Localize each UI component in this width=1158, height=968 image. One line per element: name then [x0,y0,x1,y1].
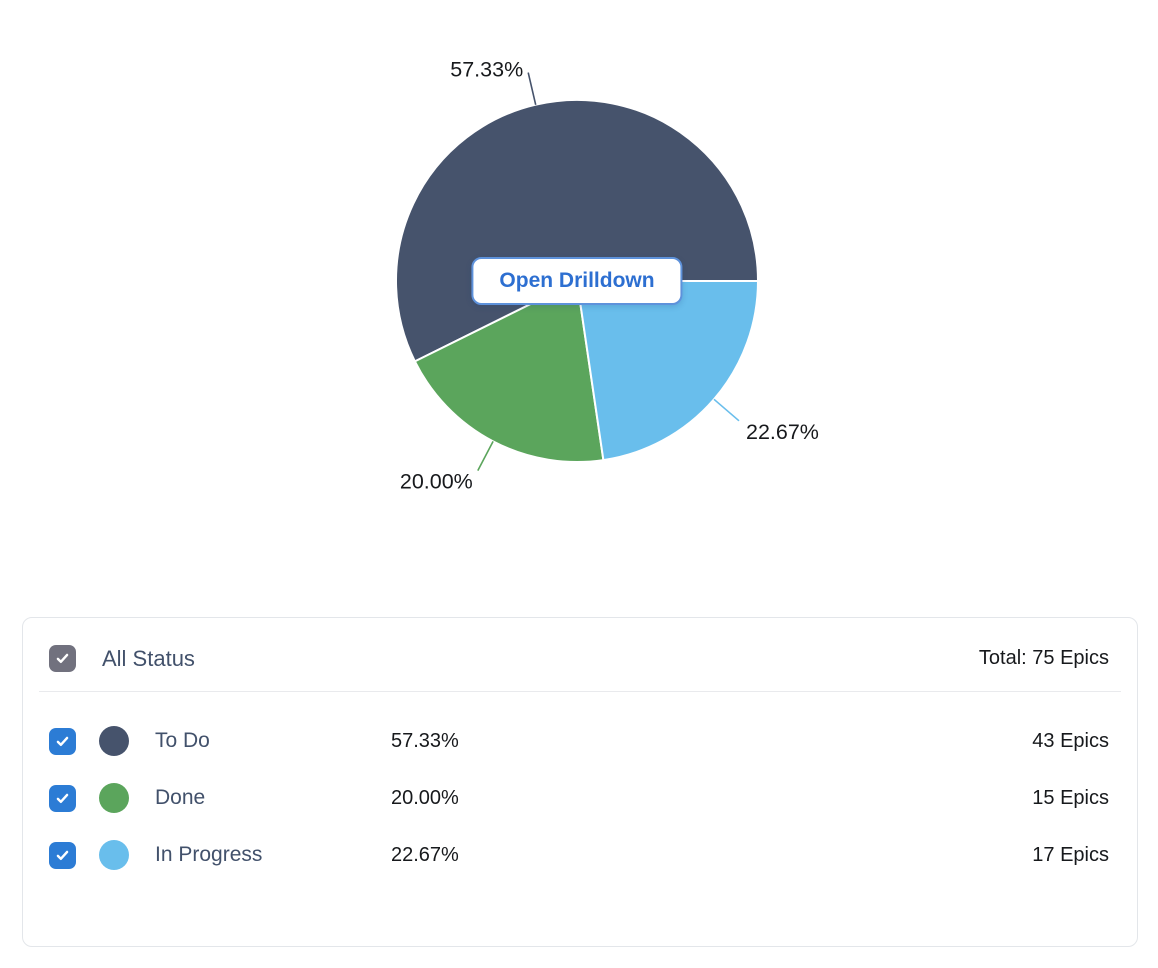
done-label: Done [155,786,206,809]
checkmark-icon [56,736,69,746]
legend-row-in-progress: In Progress 22.67% 17 Epics [49,840,1109,870]
to-do-label: To Do [155,729,210,752]
checkmark-icon [56,793,69,803]
pie-slice-done[interactable] [413,280,605,463]
pie-label-line-done [477,441,494,471]
pie-slice-in-progress[interactable] [576,280,759,462]
in-progress-percent: 22.67% [391,843,459,866]
done-percent: 20.00% [391,786,459,809]
total-epics-label: Total: 75 Epics [978,647,1109,669]
legend-header-row: All Status Total: 75 Epics [23,618,1137,691]
all-status-label: All Status [102,645,195,671]
pie-label-done: 20.00% [400,470,473,494]
checkmark-icon [56,653,69,664]
done-checkbox[interactable] [49,784,76,812]
in-progress-color-dot [99,840,129,870]
legend-rows: To Do 57.33% 43 Epics Done 20.00% 15 Epi… [23,692,1137,870]
legend-row-done: Done 20.00% 15 Epics [49,783,1109,813]
legend-row-to-do: To Do 57.33% 43 Epics [49,726,1109,756]
status-legend-panel: All Status Total: 75 Epics To Do 57.33% … [22,617,1138,947]
pie-label-line-to-do [527,72,537,105]
open-drilldown-button[interactable]: Open Drilldown [471,257,683,305]
pie-label-to-do: 57.33% [450,58,523,82]
pie-label-in-progress: 22.67% [746,420,819,444]
to-do-checkbox[interactable] [49,727,76,755]
to-do-percent: 57.33% [391,729,459,752]
in-progress-label: In Progress [155,843,263,866]
in-progress-count: 17 Epics [1032,843,1109,866]
done-count: 15 Epics [1032,786,1109,809]
to-do-color-dot [99,726,129,756]
in-progress-checkbox[interactable] [49,841,76,869]
pie-chart-area: 57.33% 20.00% 22.67% Open Drilldown [395,58,819,494]
all-status-checkbox[interactable] [49,645,76,672]
to-do-count: 43 Epics [1032,729,1109,752]
done-color-dot [99,783,129,813]
pie-label-line-in-progress [713,398,740,422]
checkmark-icon [56,850,69,860]
header-divider [39,691,1121,692]
